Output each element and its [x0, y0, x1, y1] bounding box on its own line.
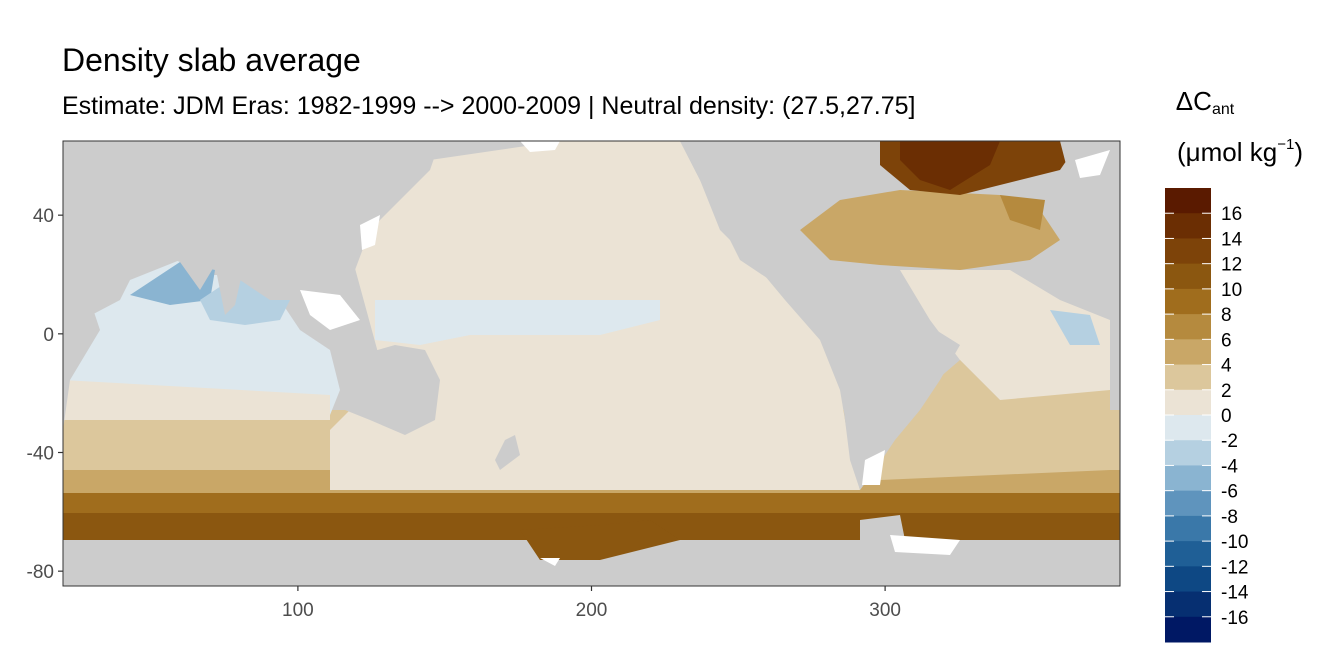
- legend-label: 0: [1221, 406, 1232, 427]
- x-tick-label: 100: [282, 600, 314, 621]
- land-south-america: [830, 295, 960, 490]
- missing-weddell: [890, 535, 960, 555]
- ocean-atlantic-east-eq: [1050, 310, 1100, 345]
- legend-title-symbol: ΔCant: [1155, 86, 1255, 119]
- ocean-gulf-stream: [1000, 195, 1045, 230]
- y-tick-label: -80: [27, 562, 54, 583]
- legend-label: 6: [1221, 330, 1232, 351]
- legend-symbol: ΔC: [1175, 86, 1212, 116]
- missing-indonesia: [300, 290, 360, 330]
- legend-label: 10: [1221, 280, 1242, 301]
- missing-patagonia: [862, 450, 885, 485]
- legend-color-swatch: [1165, 616, 1211, 643]
- ocean-equatorial-pacific: [375, 300, 660, 345]
- map-panel: [63, 141, 1120, 586]
- legend-label: 12: [1221, 255, 1242, 276]
- legend-color-swatch: [1165, 288, 1211, 315]
- legend-colorbar: 16 14 12 10 8 6 4 2 0 -2 -4 -6 -8 -10 -12 -14 -16: [1165, 188, 1249, 643]
- legend-label: 4: [1221, 356, 1232, 377]
- land-africa: [63, 141, 175, 430]
- legend-color-swatch: [1165, 591, 1211, 618]
- y-tick-label: 40: [33, 206, 54, 227]
- legend-color-swatch: [1165, 515, 1211, 542]
- y-tick-label: -40: [27, 444, 54, 465]
- x-tick-label: 200: [576, 600, 608, 621]
- legend-color-swatch: [1165, 339, 1211, 366]
- legend-label: -8: [1221, 507, 1238, 528]
- legend-label: -14: [1221, 583, 1249, 604]
- land-north-america: [680, 141, 880, 290]
- land-west-africa: [1060, 240, 1120, 320]
- legend-label: 16: [1221, 204, 1242, 225]
- legend-color-swatch: [1165, 314, 1211, 340]
- y-tick-label: 0: [43, 325, 54, 346]
- ocean-atlantic-tropical: [900, 270, 1110, 400]
- land-new-zealand: [495, 435, 520, 470]
- legend-color-swatch: [1165, 440, 1211, 466]
- legend-unit-exp: −1: [1277, 136, 1295, 153]
- ocean-indian-subtropical: [63, 380, 330, 420]
- legend-label: -4: [1221, 456, 1238, 477]
- legend-label: -10: [1221, 532, 1248, 553]
- plot-title: Density slab average: [62, 42, 361, 78]
- ocean-subpolar-atlantic-2: [900, 141, 1000, 190]
- legend-label: -16: [1221, 608, 1248, 629]
- legend-color-swatch: [1165, 238, 1211, 265]
- legend-label: 8: [1221, 305, 1232, 326]
- legend-color-swatch: [1165, 490, 1211, 517]
- ocean-north-atlantic: [800, 190, 1060, 270]
- missing-ross: [540, 558, 560, 566]
- legend-label: -12: [1221, 557, 1248, 578]
- legend-color-swatch: [1165, 263, 1211, 290]
- land-india: [215, 260, 245, 315]
- ocean-south-atlantic: [880, 360, 1110, 480]
- legend-color-swatch: [1165, 188, 1211, 214]
- legend-color-swatch: [1165, 465, 1211, 492]
- legend-color-swatch: [1165, 566, 1211, 593]
- plot-subtitle: Estimate: JDM Eras: 1982-1999 --> 2000-2…: [62, 92, 916, 120]
- missing-japan-sea: [360, 215, 380, 250]
- legend-label: 14: [1221, 229, 1243, 250]
- land-australia: [340, 345, 440, 435]
- legend-color-swatch: [1165, 389, 1211, 416]
- legend-label: -6: [1221, 482, 1238, 503]
- legend-color-swatch: [1165, 541, 1211, 567]
- missing-arctic-pacific: [520, 141, 560, 152]
- x-tick-label: 300: [869, 600, 901, 621]
- land-eurasia: [140, 141, 440, 300]
- legend-label: -2: [1221, 431, 1238, 452]
- legend-color-swatch: [1165, 213, 1211, 239]
- legend-color-swatch: [1165, 415, 1211, 441]
- legend-unit-prefix: (μmol kg: [1177, 137, 1278, 167]
- legend-subscript: ant: [1211, 101, 1235, 118]
- legend-color-swatch: [1165, 364, 1211, 391]
- legend-unit-suffix: ): [1294, 137, 1303, 167]
- ocean-ross-sea: [520, 520, 680, 560]
- legend-title-unit: (μmol kg−1): [1160, 136, 1320, 168]
- legend-label: 2: [1221, 381, 1232, 402]
- missing-north-atlantic: [1075, 150, 1110, 178]
